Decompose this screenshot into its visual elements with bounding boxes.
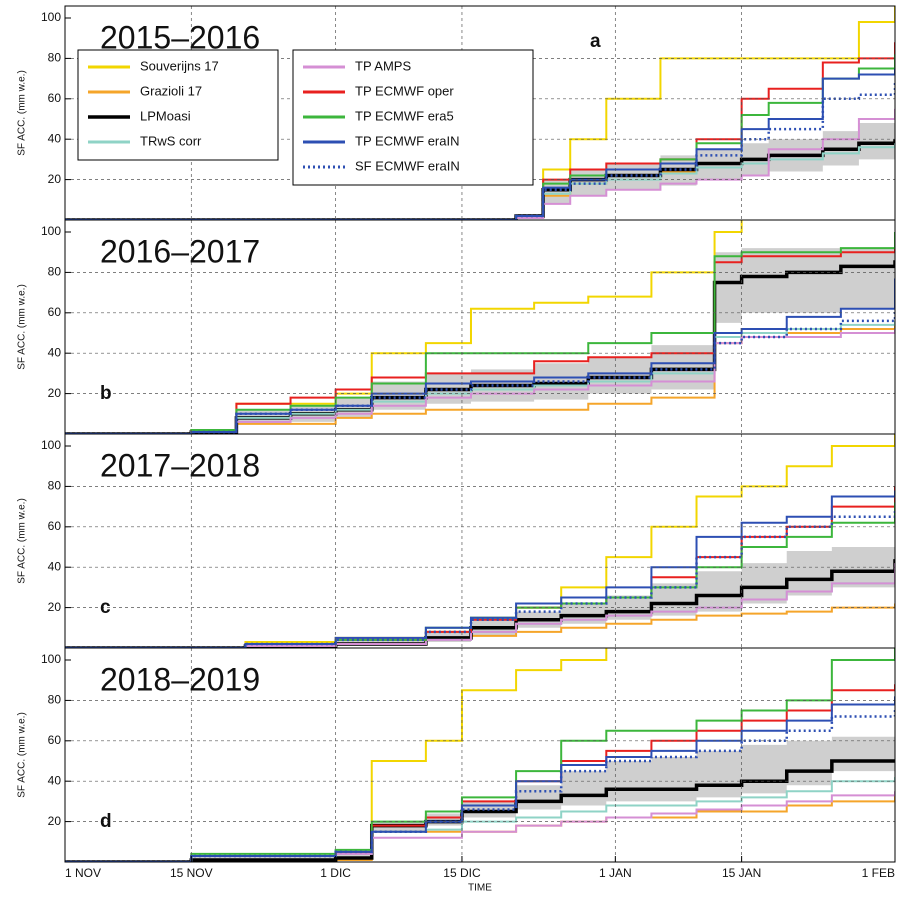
y-tick-label: 60 xyxy=(48,305,62,319)
legend-label: SF ECMWF eraIN xyxy=(355,158,460,173)
series-line xyxy=(65,236,895,434)
y-tick-label: 40 xyxy=(48,559,62,573)
legend-label: TP ECMWF era5 xyxy=(355,108,454,123)
y-axis-label: SF ACC. (mm w.e.) xyxy=(17,284,28,370)
panel-title: 2017–2018 xyxy=(100,447,260,483)
series-line xyxy=(65,696,895,862)
y-tick-label: 60 xyxy=(48,91,62,105)
legend-label: TRwS corr xyxy=(140,133,202,148)
y-axis-label: SF ACC. (mm w.e.) xyxy=(17,712,28,798)
panel: 20 40 60 80 100 2015–2016 a SF ACC. (mm w.e.) So… xyxy=(17,5,896,221)
y-tick-label: 80 xyxy=(48,479,62,493)
plot-area xyxy=(65,220,895,434)
legend-label: TP ECMWF eraIN xyxy=(355,133,460,148)
y-tick-label: 20 xyxy=(48,814,62,828)
x-tick-label: 1 JAN xyxy=(599,866,632,880)
y-tick-label: 40 xyxy=(48,345,62,359)
y-tick-label: 100 xyxy=(41,224,61,238)
panel-letter: b xyxy=(100,383,112,404)
series-line xyxy=(65,648,895,862)
x-tick-label: 1 NOV xyxy=(65,866,101,880)
x-tick-label: 1 DIC xyxy=(320,866,351,880)
uncertainty-band xyxy=(65,248,895,434)
y-tick-label: 100 xyxy=(41,438,61,452)
panel-letter: d xyxy=(100,811,112,832)
y-tick-label: 80 xyxy=(48,693,62,707)
panel-title: 2018–2019 xyxy=(100,661,260,697)
y-tick-label: 40 xyxy=(48,131,62,145)
y-tick-label: 60 xyxy=(48,733,62,747)
y-tick-label: 60 xyxy=(48,519,62,533)
y-tick-label: 20 xyxy=(48,172,62,186)
panel-title: 2016–2017 xyxy=(100,233,260,269)
panel-letter: a xyxy=(590,31,601,52)
y-tick-label: 40 xyxy=(48,773,62,787)
y-axis-label: SF ACC. (mm w.e.) xyxy=(17,70,28,156)
series-line xyxy=(65,232,895,434)
series-line xyxy=(65,510,895,648)
panel: 20 40 60 80 100 2017–2018 c SF ACC. (mm w.e.) xyxy=(17,433,896,649)
panel: 20 40 60 80 100 2016–2017 b SF ACC. (mm w.e.) xyxy=(17,219,896,435)
x-tick-label: 15 DIC xyxy=(443,866,481,880)
x-tick-label: 15 NOV xyxy=(170,866,213,880)
y-tick-label: 80 xyxy=(48,51,62,65)
y-tick-label: 100 xyxy=(41,10,61,24)
series-line xyxy=(65,308,895,434)
uncertainty-band xyxy=(65,736,895,862)
panel: 1 NOV 15 NOV 1 DIC 15 DIC 1 JAN 15 JAN 1 FEB 20… xyxy=(17,647,896,894)
uncertainty-band xyxy=(65,536,895,648)
legend-label: TP ECMWF oper xyxy=(355,83,454,98)
y-tick-label: 20 xyxy=(48,386,62,400)
x-tick-label: 15 JAN xyxy=(722,866,761,880)
panel-title: 2015–2016 xyxy=(100,19,260,55)
x-axis-label: TIME xyxy=(468,883,492,894)
y-tick-label: 20 xyxy=(48,600,62,614)
y-axis-label: SF ACC. (mm w.e.) xyxy=(17,498,28,584)
uncertainty-band xyxy=(65,119,895,220)
panel-letter: c xyxy=(100,597,111,618)
plot-area xyxy=(65,648,895,862)
plot-area xyxy=(65,434,895,648)
legend-label: TP AMPS xyxy=(355,58,411,73)
x-tick-label: 1 FEB xyxy=(862,866,895,880)
series-line xyxy=(65,563,895,648)
y-tick-label: 80 xyxy=(48,265,62,279)
legend-label: LPMoasi xyxy=(140,108,191,123)
legend-label: Grazioli 17 xyxy=(140,83,202,98)
y-tick-label: 100 xyxy=(41,652,61,666)
legend-label: Souverijns 17 xyxy=(140,58,219,73)
series-line xyxy=(65,708,895,862)
series-line xyxy=(65,759,895,862)
frame xyxy=(64,647,896,863)
